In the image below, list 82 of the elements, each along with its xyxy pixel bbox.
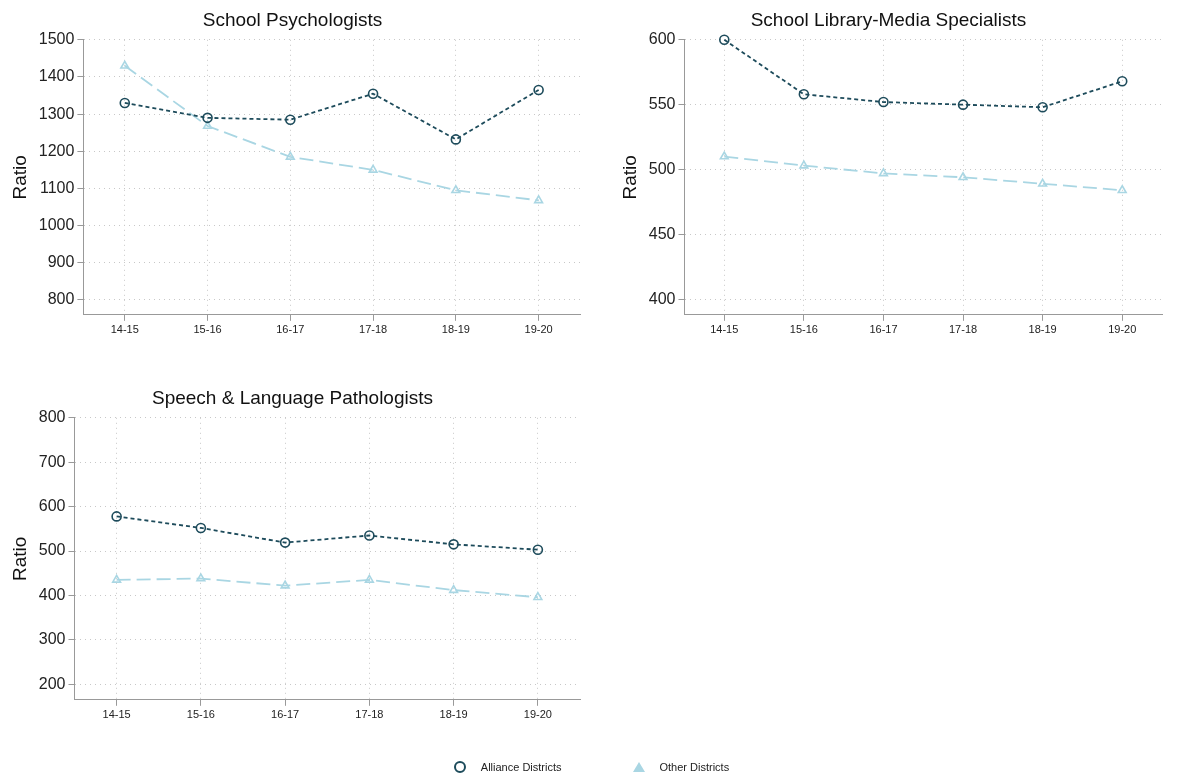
point	[364, 574, 375, 583]
x-tick-label: 14-15	[102, 708, 131, 721]
point	[111, 574, 122, 583]
x-tick-label: 16-17	[276, 323, 305, 336]
y-tick-label: 800	[47, 290, 75, 308]
point	[367, 88, 379, 99]
point	[1037, 101, 1048, 113]
x-tick-label: 18-19	[441, 323, 470, 336]
x-tick-label: 17-18	[359, 323, 388, 336]
x-tick-label: 15-16	[186, 708, 215, 721]
point	[448, 584, 459, 594]
y-axis-title: Ratio	[618, 155, 640, 200]
point	[533, 84, 544, 96]
point	[878, 168, 889, 177]
x-tick-label: 17-18	[948, 323, 978, 336]
chart-title: Speech & Language Pathologists	[152, 386, 433, 408]
point	[364, 530, 375, 541]
point	[195, 522, 207, 534]
x-tick-label: 17-18	[355, 708, 384, 721]
y-axis-title: Ratio	[8, 536, 30, 581]
y-tick-label: 900	[47, 253, 75, 271]
point	[202, 120, 213, 130]
point	[448, 539, 459, 550]
point	[368, 164, 378, 173]
point	[285, 151, 296, 160]
point	[533, 195, 544, 204]
chart-title: School Psychologists	[202, 8, 383, 30]
point	[1116, 76, 1128, 87]
x-tick-label: 18-19	[439, 708, 468, 721]
y-tick-label: 600	[648, 30, 676, 48]
legend-label: Other Districts	[659, 761, 730, 773]
y-tick-label: 200	[38, 674, 66, 692]
y-axis-title: Ratio	[8, 155, 30, 200]
point	[280, 580, 290, 589]
x-tick-label: 18-19	[1028, 323, 1057, 336]
point	[196, 573, 206, 582]
y-tick-label: 600	[38, 497, 66, 515]
x-tick-label: 14-15	[710, 323, 739, 336]
x-tick-label: 15-16	[789, 323, 818, 336]
chart-title: School Library-Media Specialists	[750, 8, 1027, 30]
point	[798, 88, 810, 100]
point	[533, 591, 543, 601]
y-tick-label: 500	[38, 541, 66, 559]
y-tick-label: 1400	[38, 67, 75, 85]
point	[1117, 184, 1127, 194]
point	[719, 151, 729, 160]
point	[957, 99, 969, 110]
x-tick-label: 15-16	[193, 323, 222, 336]
y-tick-label: 1500	[38, 30, 75, 48]
point	[279, 537, 291, 548]
y-tick-label: 500	[648, 159, 676, 177]
y-tick-label: 700	[38, 452, 66, 470]
point	[718, 34, 730, 46]
y-tick-label: 1300	[38, 104, 75, 122]
x-tick-label: 19-20	[523, 708, 552, 721]
point	[532, 544, 544, 555]
x-tick-label: 14-15	[110, 323, 139, 336]
point	[958, 172, 968, 181]
point	[111, 511, 122, 522]
legend-label: Alliance Districts	[480, 761, 562, 773]
y-tick-label: 800	[38, 408, 66, 426]
point	[119, 97, 131, 109]
point	[120, 60, 130, 69]
y-tick-label: 1100	[39, 178, 75, 196]
y-tick-label: 1000	[38, 216, 75, 234]
point	[799, 160, 809, 169]
x-tick-label: 16-17	[271, 708, 300, 721]
point	[202, 112, 213, 124]
y-tick-label: 300	[38, 630, 66, 648]
y-tick-label: 550	[648, 95, 676, 113]
point	[1037, 178, 1048, 187]
x-tick-label: 19-20	[1108, 323, 1137, 336]
point	[878, 96, 889, 108]
y-tick-label: 450	[648, 224, 676, 242]
x-tick-label: 19-20	[524, 323, 553, 336]
y-tick-label: 400	[38, 585, 66, 603]
x-tick-label: 16-17	[869, 323, 898, 336]
point	[285, 114, 296, 125]
point	[450, 134, 462, 145]
y-tick-label: 1200	[38, 141, 75, 159]
point	[451, 185, 461, 194]
y-tick-label: 400	[648, 289, 676, 307]
